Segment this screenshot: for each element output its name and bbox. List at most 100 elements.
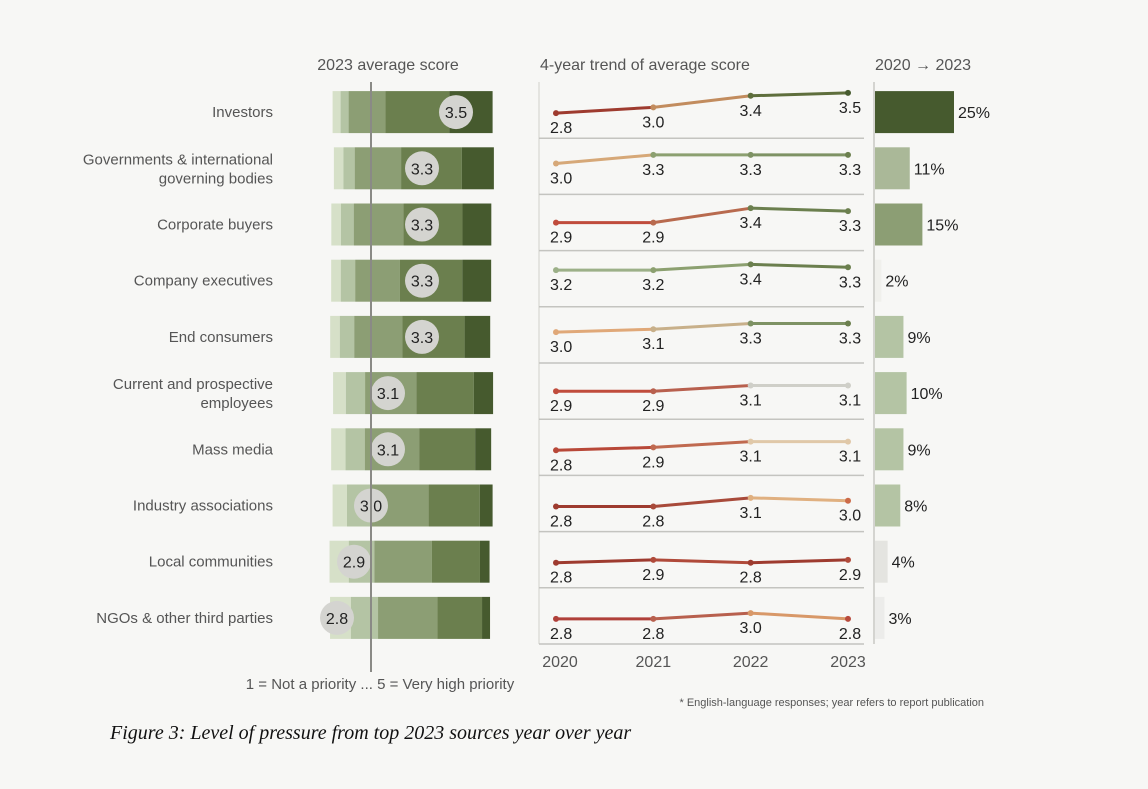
trend-value-label: 3.3: [740, 162, 762, 179]
score-marker: [337, 544, 371, 579]
score-marker: [371, 432, 405, 467]
score-segment-2: [350, 596, 379, 639]
score-segment-4: [437, 596, 483, 639]
trend-point: [650, 267, 657, 274]
trend-point: [747, 320, 754, 327]
trend-line-segment: [651, 94, 753, 109]
trend-point: [747, 438, 754, 445]
trend-value-label: 3.3: [839, 330, 861, 347]
figure-caption: Figure 3: Level of pressure from top 202…: [109, 722, 631, 744]
score-segment-5: [482, 596, 491, 639]
score-segment-1: [331, 259, 341, 302]
change-value-label: 3%: [888, 611, 911, 628]
trend-point: [553, 503, 559, 510]
trend-point: [650, 615, 657, 622]
trend-line-segment: [749, 558, 850, 565]
trend-point: [650, 104, 657, 111]
score-value-label: 3.3: [411, 274, 433, 291]
score-segment-1: [332, 484, 347, 527]
change-value-label: 11%: [914, 161, 945, 178]
row: NGOs & other third parties 2.8 2.8 2.8 3.0 2.…: [96, 596, 912, 645]
trend-line-segment: [651, 611, 753, 621]
trend-value-label: 2.9: [642, 567, 664, 584]
trend-point: [650, 388, 657, 395]
trend-point: [747, 559, 754, 566]
trend-value-label: 3.0: [839, 508, 861, 525]
change-bar: [875, 147, 910, 190]
trend-x-axis: 2020 2021 2022 2023: [542, 654, 866, 671]
trend-point: [747, 151, 754, 158]
trend-point: [845, 151, 851, 158]
trend-point: [553, 329, 559, 336]
trend-value-label: 2.8: [550, 457, 572, 474]
trend-point: [747, 382, 754, 389]
trend-value-label: 3.0: [740, 620, 762, 637]
row: Company executives 3.3 3.2 3.2 3.4 3.3 2%: [134, 259, 908, 308]
trend-value-label: 3.4: [740, 215, 762, 232]
trend-value-label: 3.2: [642, 277, 664, 294]
change-column-title: 2020 → 2023: [875, 57, 971, 74]
trend-line-segment: [749, 262, 850, 269]
trend-value-label: 2.8: [642, 626, 664, 643]
row: Investors 3.5 2.8 3.0 3.4 3.5 25%: [212, 89, 990, 139]
trend-value-label: 3.2: [550, 277, 572, 294]
score-segment-3: [353, 203, 404, 246]
trend-point: [553, 219, 559, 226]
trend-line-segment: [749, 91, 850, 98]
row: Governments & international governing bod…: [83, 147, 945, 196]
change-bar: [875, 484, 901, 527]
score-marker: [320, 600, 354, 635]
row-label: End consumers: [169, 329, 273, 346]
trend-point: [553, 110, 559, 117]
trend-value-label: 3.5: [839, 100, 861, 117]
trend-value-label: 2.8: [550, 514, 572, 531]
change-bar: [875, 428, 904, 471]
row: Mass media 3.1 2.8 2.9 3.1 3.1 9%: [192, 428, 931, 477]
trend-point: [553, 447, 559, 454]
footnote: * English-language responses; year refer…: [679, 697, 984, 709]
trend-point: [747, 261, 754, 268]
change-bar: [875, 596, 885, 639]
trend-line-segment: [651, 321, 753, 331]
score-marker: [405, 263, 439, 298]
trend-line-segment: [651, 558, 753, 565]
trend-value-label: 3.4: [740, 271, 762, 288]
change-bar: [875, 91, 954, 134]
score-segment-4: [385, 91, 450, 134]
trend-line-segment: [651, 383, 753, 393]
trend-value-label: 2.8: [550, 570, 572, 587]
score-segment-3: [348, 91, 386, 134]
rows: Investors 3.5 2.8 3.0 3.4 3.5 25% Governments &…: [83, 82, 990, 672]
score-segment-5: [479, 540, 490, 583]
trend-point: [650, 151, 657, 158]
score-segment-3: [355, 259, 400, 302]
trend-point: [845, 615, 851, 622]
trend-line-segment: [651, 496, 753, 509]
score-segment-2: [340, 203, 354, 246]
score-segment-2: [339, 315, 355, 358]
row-label: Industry associations: [133, 498, 273, 515]
change-bar: [875, 372, 907, 415]
score-segment-1: [333, 372, 346, 415]
trend-value-label: 3.1: [839, 449, 861, 466]
score-value-label: 3.3: [411, 218, 433, 235]
change-value-label: 8%: [904, 499, 927, 516]
row-label: Local communities: [149, 554, 273, 571]
row-label: NGOs & other third parties: [96, 610, 273, 627]
score-segment-2: [345, 372, 366, 415]
trend-point: [845, 264, 851, 271]
change-bar: [875, 259, 882, 302]
score-segment-3: [354, 147, 402, 190]
row-label: Current and prospective employees: [113, 376, 273, 412]
trend-value-label: 3.0: [550, 339, 572, 356]
score-segment-1: [331, 203, 341, 246]
score-value-label: 3.5: [445, 105, 467, 122]
score-segment-5: [475, 428, 492, 471]
trend-point: [747, 610, 754, 617]
trend-line-segment: [554, 153, 655, 166]
score-segment-1: [333, 147, 344, 190]
trend-point: [650, 503, 657, 510]
trend-line-segment: [749, 496, 850, 503]
